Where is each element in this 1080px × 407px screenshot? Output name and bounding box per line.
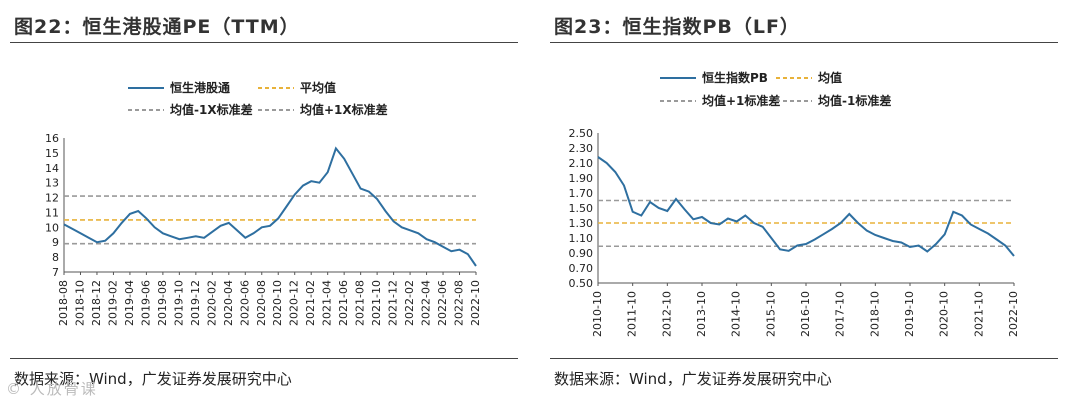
x-tick-label: 2019-12	[189, 280, 202, 326]
x-tick-label: 2018-10	[868, 291, 881, 337]
x-tick-label: 2020-12	[288, 280, 301, 326]
y-tick-label: 15	[45, 147, 59, 160]
x-tick-label: 2020-10	[938, 291, 951, 337]
x-tick-label: 2019-06	[139, 280, 152, 326]
x-tick-label: 2020-10	[271, 280, 284, 326]
series-line	[63, 146, 477, 267]
y-tick-label: 11	[45, 206, 59, 219]
y-tick-label: 0.70	[569, 262, 594, 275]
y-tick-label: 16	[45, 132, 59, 145]
x-tick-label: 2022-10	[1007, 291, 1020, 337]
title-rule	[10, 42, 518, 43]
x-tick-label: 2015-10	[764, 291, 777, 337]
x-tick-label: 2021-08	[354, 280, 367, 326]
legend-label: 均值	[818, 70, 842, 85]
pb-chart-svg: 0.50 0.70 0.90 1.10 1.30 1.50 1.70 1.90 2.10 2.30…	[569, 70, 1021, 337]
x-tick-label: 2019-04	[123, 280, 136, 326]
chart-title: 图23：恒生指数PB（LF）	[554, 16, 800, 38]
y-tick-label: 1.90	[569, 172, 594, 185]
x-tick-label: 2011-10	[626, 291, 639, 337]
x-tick-label: 2021-10	[370, 280, 383, 326]
y-tick-label: 2.50	[569, 127, 594, 140]
legend-label: 均值+1X标准差	[300, 102, 388, 117]
source-rule	[10, 358, 518, 359]
x-tick-label: 2019-08	[156, 280, 169, 326]
x-tick-label: 2020-04	[222, 280, 235, 326]
y-tick-label: 1.30	[569, 217, 594, 230]
legend-label: 均值-1X标准差	[170, 102, 253, 117]
legend-label: 均值-1标准差	[818, 93, 891, 108]
x-tick-label: 2020-02	[205, 280, 218, 326]
x-tick-label: 2021-02	[304, 280, 317, 326]
x-tick-label: 2022-08	[453, 280, 466, 326]
x-tick-label: 2020-06	[238, 280, 251, 326]
x-tick-label: 2021-04	[321, 280, 334, 326]
y-tick-label: 9	[52, 236, 59, 249]
y-tick-label: 2.10	[569, 157, 594, 170]
chart-title: 图22：恒生港股通PE（TTM）	[14, 16, 300, 38]
x-tick-label: 2022-04	[420, 280, 433, 326]
x-tick-label: 2020-08	[255, 280, 268, 326]
y-tick-label: 14	[45, 162, 59, 175]
y-tick-label: 8	[52, 251, 59, 264]
x-tick-label: 2018-10	[73, 280, 86, 326]
chart-panel-pb: 图23：恒生指数PB（LF） 0.50 0.70 0.90 1.10 1.30 1.50 1…	[540, 0, 1080, 407]
legend-label: 均值+1标准差	[702, 93, 780, 108]
x-tick-label: 2021-06	[337, 280, 350, 326]
chart-panel-pe: 图22：恒生港股通PE（TTM） 7 8 9 10 11 12 13 14 15 16 2018-0…	[6, 16, 518, 398]
y-tick-label: 1.70	[569, 187, 594, 200]
x-tick-label: 2022-10	[469, 280, 482, 326]
x-tick-label: 2012-10	[660, 291, 673, 337]
y-tick-label: 1.10	[569, 232, 594, 245]
y-tick-label: 1.50	[569, 202, 594, 215]
legend-label: 恒生指数PB	[702, 70, 768, 85]
x-tick-label: 2016-10	[799, 291, 812, 337]
x-tick-label: 2022-02	[403, 280, 416, 326]
source-rule	[550, 358, 1058, 359]
y-tick-label: 10	[45, 221, 59, 234]
series-line	[597, 156, 1015, 257]
x-tick-label: 2021-12	[387, 280, 400, 326]
x-tick-label: 2017-10	[834, 291, 847, 337]
watermark: © 人放骨课	[6, 380, 98, 398]
title-rule	[550, 42, 1058, 43]
source-note: 数据来源：Wind，广发证券发展研究中心	[554, 370, 832, 388]
x-tick-label: 2019-02	[106, 280, 119, 326]
y-tick-label: 12	[45, 192, 59, 205]
x-tick-label: 2021-10	[972, 291, 985, 337]
x-tick-label: 2013-10	[695, 291, 708, 337]
x-tick-label: 2022-06	[436, 280, 449, 326]
x-tick-label: 2018-08	[57, 280, 70, 326]
x-tick-label: 2019-10	[903, 291, 916, 337]
legend-label: 恒生港股通	[170, 80, 230, 95]
legend-label: 平均值	[300, 80, 336, 95]
y-tick-label: 13	[45, 177, 59, 190]
x-tick-label: 2019-10	[172, 280, 185, 326]
x-tick-label: 2010-10	[591, 291, 604, 337]
source-note: 数据来源：Wind，广发证券发展研究中心	[14, 370, 292, 388]
y-tick-label: 2.30	[569, 142, 594, 155]
y-tick-label: 7	[52, 266, 59, 279]
y-tick-label: 0.50	[569, 277, 594, 290]
x-tick-label: 2018-12	[90, 280, 103, 326]
y-tick-label: 0.90	[569, 247, 594, 260]
x-tick-label: 2014-10	[730, 291, 743, 337]
